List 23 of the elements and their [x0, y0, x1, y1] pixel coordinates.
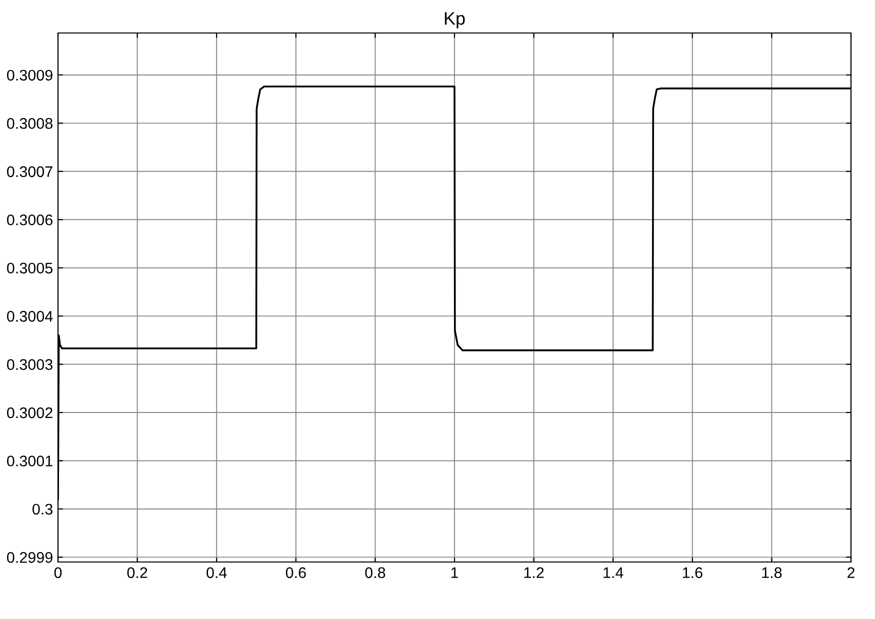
x-tick-label: 0.4	[206, 567, 227, 578]
x-tick-label: 0	[54, 567, 62, 578]
y-tick-label: 0.3003	[7, 359, 52, 370]
x-tick-label: 1.2	[524, 567, 544, 578]
chart-title: Kp	[444, 12, 465, 28]
y-tick-label: 0.3004	[7, 310, 53, 322]
y-tick-label: 0.3008	[7, 118, 52, 129]
y-tick-label: 0.2999	[7, 552, 52, 563]
x-tick-label: 2	[848, 567, 854, 578]
y-tick-label: 0.3009	[7, 70, 52, 81]
y-tick-label: 0.3	[32, 504, 52, 515]
x-tick-label: 0.6	[286, 567, 306, 578]
x-tick-label: 1.4	[604, 567, 624, 578]
x-tick-label: 0.2	[127, 567, 148, 578]
x-tick-label: 1.6	[682, 567, 702, 578]
y-tick-label: 0.3002	[7, 407, 52, 418]
x-tick-label: 1	[451, 567, 458, 578]
x-tick-label: 1.8	[762, 567, 782, 578]
y-tick-label: 0.3006	[7, 214, 52, 226]
x-tick-label: 0.8	[365, 567, 386, 578]
y-tick-label: 0.3001	[7, 456, 52, 466]
y-tick-label: 0.3005	[7, 262, 53, 274]
y-tick-label: 0.3007	[7, 166, 52, 178]
